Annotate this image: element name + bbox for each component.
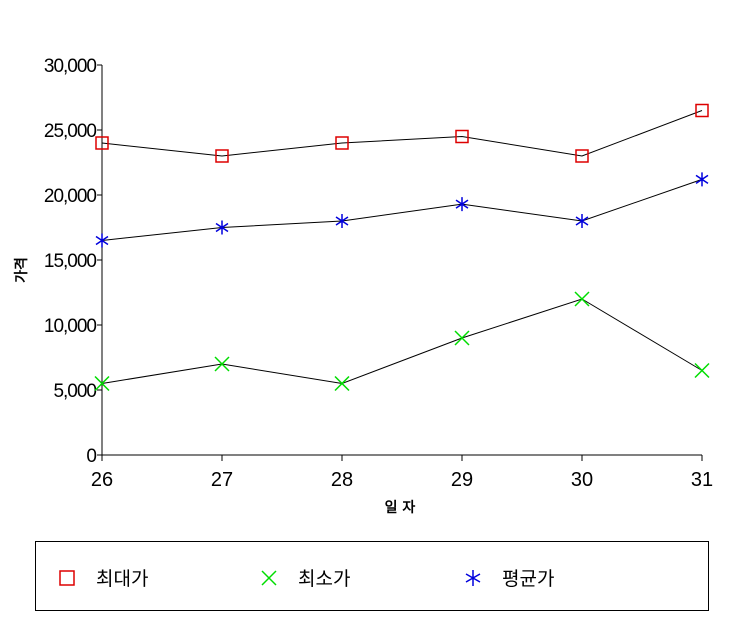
data-point-avg: [215, 220, 229, 235]
data-point-min: [454, 330, 470, 346]
data-point-max: [215, 149, 229, 163]
series-layer: [94, 103, 710, 392]
legend-label-min: 최소가: [298, 568, 351, 590]
data-point-avg: [695, 172, 709, 187]
data-point-min: [574, 291, 590, 307]
y-tick-label: 25,000: [44, 121, 97, 142]
x-tick-label: 31: [691, 469, 713, 491]
x-axis-ticks: 26 27 28 29 30 31: [91, 455, 713, 491]
legend-item-avg: 평균가: [464, 564, 554, 591]
chart-axes: [101, 65, 702, 456]
series-line: [101, 178, 703, 241]
data-point-avg: [335, 214, 349, 228]
data-point-avg: [455, 197, 469, 212]
series-line: [101, 110, 703, 157]
legend: 최대가 최소가 평균가: [35, 541, 709, 611]
y-tick-label: 5,000: [53, 381, 96, 402]
series-line: [101, 298, 703, 385]
asterisk-marker-icon: [465, 569, 481, 586]
x-axis-label: 일 자: [385, 500, 416, 516]
legend-item-max: 최대가: [58, 564, 148, 591]
y-tick-label: 0: [86, 446, 96, 467]
data-point-avg: [95, 233, 109, 248]
legend-label-avg: 평균가: [502, 568, 555, 590]
legend-label-max: 최대가: [96, 568, 149, 590]
data-point-max: [95, 136, 109, 150]
y-axis-ticks: 0 5,000 10,000 15,000 20,000 25,000 30,000: [44, 56, 102, 467]
y-tick-label: 15,000: [44, 251, 97, 272]
legend-item-min: 최소가: [260, 564, 350, 591]
x-tick-label: 30: [571, 469, 593, 491]
square-marker-icon: [59, 569, 75, 586]
y-tick-label: 10,000: [44, 316, 97, 337]
data-point-max: [695, 103, 709, 118]
y-tick-label: 20,000: [44, 186, 97, 207]
x-tick-label: 29: [451, 469, 473, 491]
x-tick-label: 26: [91, 469, 113, 491]
y-tick-label: 30,000: [44, 56, 97, 77]
data-point-max: [455, 129, 469, 144]
data-point-max: [575, 149, 589, 163]
data-point-min: [214, 356, 230, 372]
x-tick-label: 27: [211, 469, 233, 491]
y-axis-label: 가격: [13, 257, 30, 283]
x-marker-icon: [261, 569, 277, 586]
data-point-min: [694, 362, 710, 379]
data-point-avg: [575, 214, 589, 228]
data-point-min: [94, 375, 110, 392]
data-point-max: [335, 136, 349, 150]
x-tick-label: 28: [331, 469, 353, 491]
data-point-min: [334, 375, 350, 392]
